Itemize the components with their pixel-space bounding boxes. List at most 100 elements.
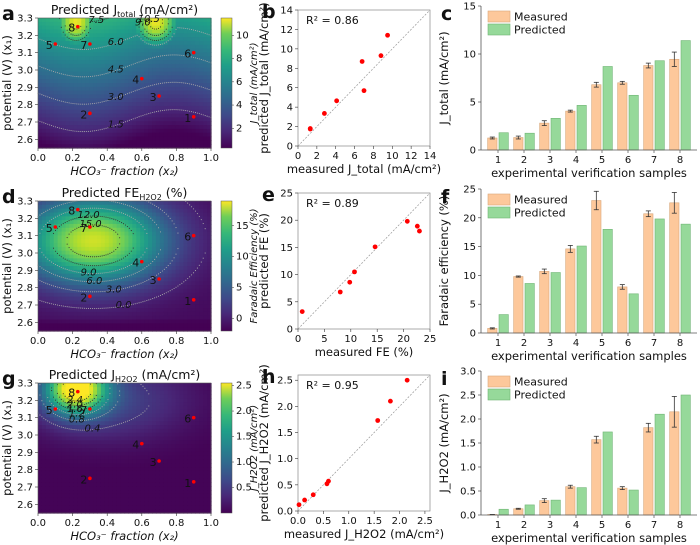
- heatmap-cell: [128, 44, 133, 50]
- contour-line-15.0: [101, 225, 103, 227]
- contour-line-1.5: [41, 121, 43, 123]
- contour-line-0.0: [74, 307, 76, 309]
- heatmap-cell: [61, 323, 67, 328]
- heatmap-cell: [159, 304, 165, 309]
- heatmap-cell: [85, 425, 90, 430]
- contour-line-0.0: [138, 302, 140, 304]
- heatmap-cell: [85, 140, 90, 145]
- heatmap-cell: [175, 144, 181, 149]
- heatmap-cell: [171, 105, 177, 111]
- heatmap-cell: [152, 25, 157, 31]
- heatmap-cell: [104, 405, 110, 411]
- heatmap-cell: [53, 319, 59, 324]
- heatmap-cell: [163, 235, 169, 240]
- contour-line-3.0: [51, 284, 53, 286]
- heatmap-cell: [191, 277, 196, 282]
- heatmap-cell: [124, 235, 130, 240]
- heatmap-cell: [116, 140, 122, 145]
- contour-line-0.0: [202, 222, 204, 225]
- heatmap-cell: [65, 40, 71, 46]
- heatmap-cell: [163, 60, 169, 65]
- heatmap-cell: [175, 323, 181, 328]
- contour-line-0.0: [45, 301, 47, 303]
- heatmap-cell: [73, 486, 78, 491]
- contour-line-12.0: [89, 215, 92, 217]
- heatmap-cell: [38, 220, 43, 225]
- heatmap-cell: [183, 300, 189, 305]
- heatmap-cell: [140, 71, 145, 76]
- heatmap-cell: [183, 102, 189, 107]
- heatmap-cell: [93, 239, 98, 244]
- contour-line-15.0: [68, 233, 70, 235]
- contour-line-6.0: [206, 33, 208, 35]
- contour-line-15.0: [107, 226, 109, 229]
- heatmap-cell: [159, 121, 165, 126]
- contour-line-1.5: [142, 114, 144, 116]
- contour-line-3.0: [121, 288, 123, 290]
- heatmap-cell: [155, 86, 161, 92]
- heatmap-cell: [85, 239, 90, 244]
- data-point: [352, 269, 357, 275]
- contour-line-4.5: [154, 56, 156, 58]
- heatmap-cell: [112, 140, 118, 145]
- heatmap-cell: [195, 40, 200, 46]
- heatmap-cell: [45, 144, 51, 149]
- heatmap-cell: [93, 201, 98, 206]
- heatmap-cell: [38, 204, 43, 210]
- contour-line-3.0: [89, 103, 92, 105]
- contour-line-4.5: [99, 74, 101, 76]
- heatmap-cell: [207, 52, 212, 57]
- contour-line-7.5: [142, 33, 144, 35]
- heatmap-cell: [38, 113, 43, 119]
- x-tick-label: 0.6: [134, 336, 150, 347]
- heatmap-cell: [159, 262, 165, 267]
- heatmap-cell: [77, 474, 82, 480]
- heatmap-cell: [152, 44, 157, 50]
- heatmap-cell: [89, 258, 94, 263]
- heatmap-cell: [73, 105, 78, 111]
- heatmap-cell: [81, 140, 86, 145]
- contour-line-3.0: [146, 280, 148, 282]
- contour-line-0.0: [204, 228, 206, 230]
- heatmap-cell: [132, 216, 137, 221]
- heatmap-cell: [144, 208, 149, 214]
- heatmap-cell: [85, 386, 90, 392]
- heatmap-cell: [89, 470, 94, 476]
- contour-line-3.0: [68, 289, 70, 291]
- heatmap-cell: [191, 201, 196, 206]
- heatmap-cell: [85, 319, 90, 324]
- heatmap-cell: [77, 63, 82, 69]
- x-tick-label: 25: [424, 334, 437, 345]
- heatmap-cell: [41, 37, 47, 42]
- heatmap-cell: [116, 144, 122, 149]
- heatmap-cell: [179, 48, 185, 54]
- colorbar-tick-label: 15: [236, 221, 249, 232]
- heatmap-cell: [148, 311, 153, 317]
- heatmap-cell: [49, 421, 55, 426]
- heatmap-cell: [108, 136, 114, 141]
- heatmap-cell: [73, 285, 78, 290]
- heatmap-cell: [187, 37, 192, 42]
- data-point: [322, 111, 327, 116]
- contour-line-0.0: [128, 304, 130, 306]
- heatmap-cell: [73, 109, 78, 115]
- heatmap-cell: [49, 428, 55, 434]
- heatmap-cell: [112, 273, 118, 279]
- heatmap-cell: [195, 98, 200, 103]
- heatmap-cell: [81, 56, 86, 61]
- heatmap-cell: [85, 105, 90, 111]
- heatmap-cell: [57, 440, 63, 445]
- heatmap-cell: [65, 311, 71, 317]
- heatmap-cell: [61, 94, 67, 99]
- contour-line-6.0: [181, 27, 183, 29]
- heatmap-cell: [179, 223, 185, 229]
- contour-line-9.0: [84, 208, 86, 210]
- heatmap-cell: [163, 21, 169, 27]
- heatmap-cell: [53, 83, 59, 88]
- contour-line-3.0: [72, 102, 74, 105]
- heatmap-cell: [61, 482, 67, 487]
- heatmap-cell: [38, 246, 43, 252]
- heatmap-cell: [38, 254, 43, 259]
- contour-line-0.0: [95, 307, 97, 310]
- contour-line-3.0: [97, 291, 99, 293]
